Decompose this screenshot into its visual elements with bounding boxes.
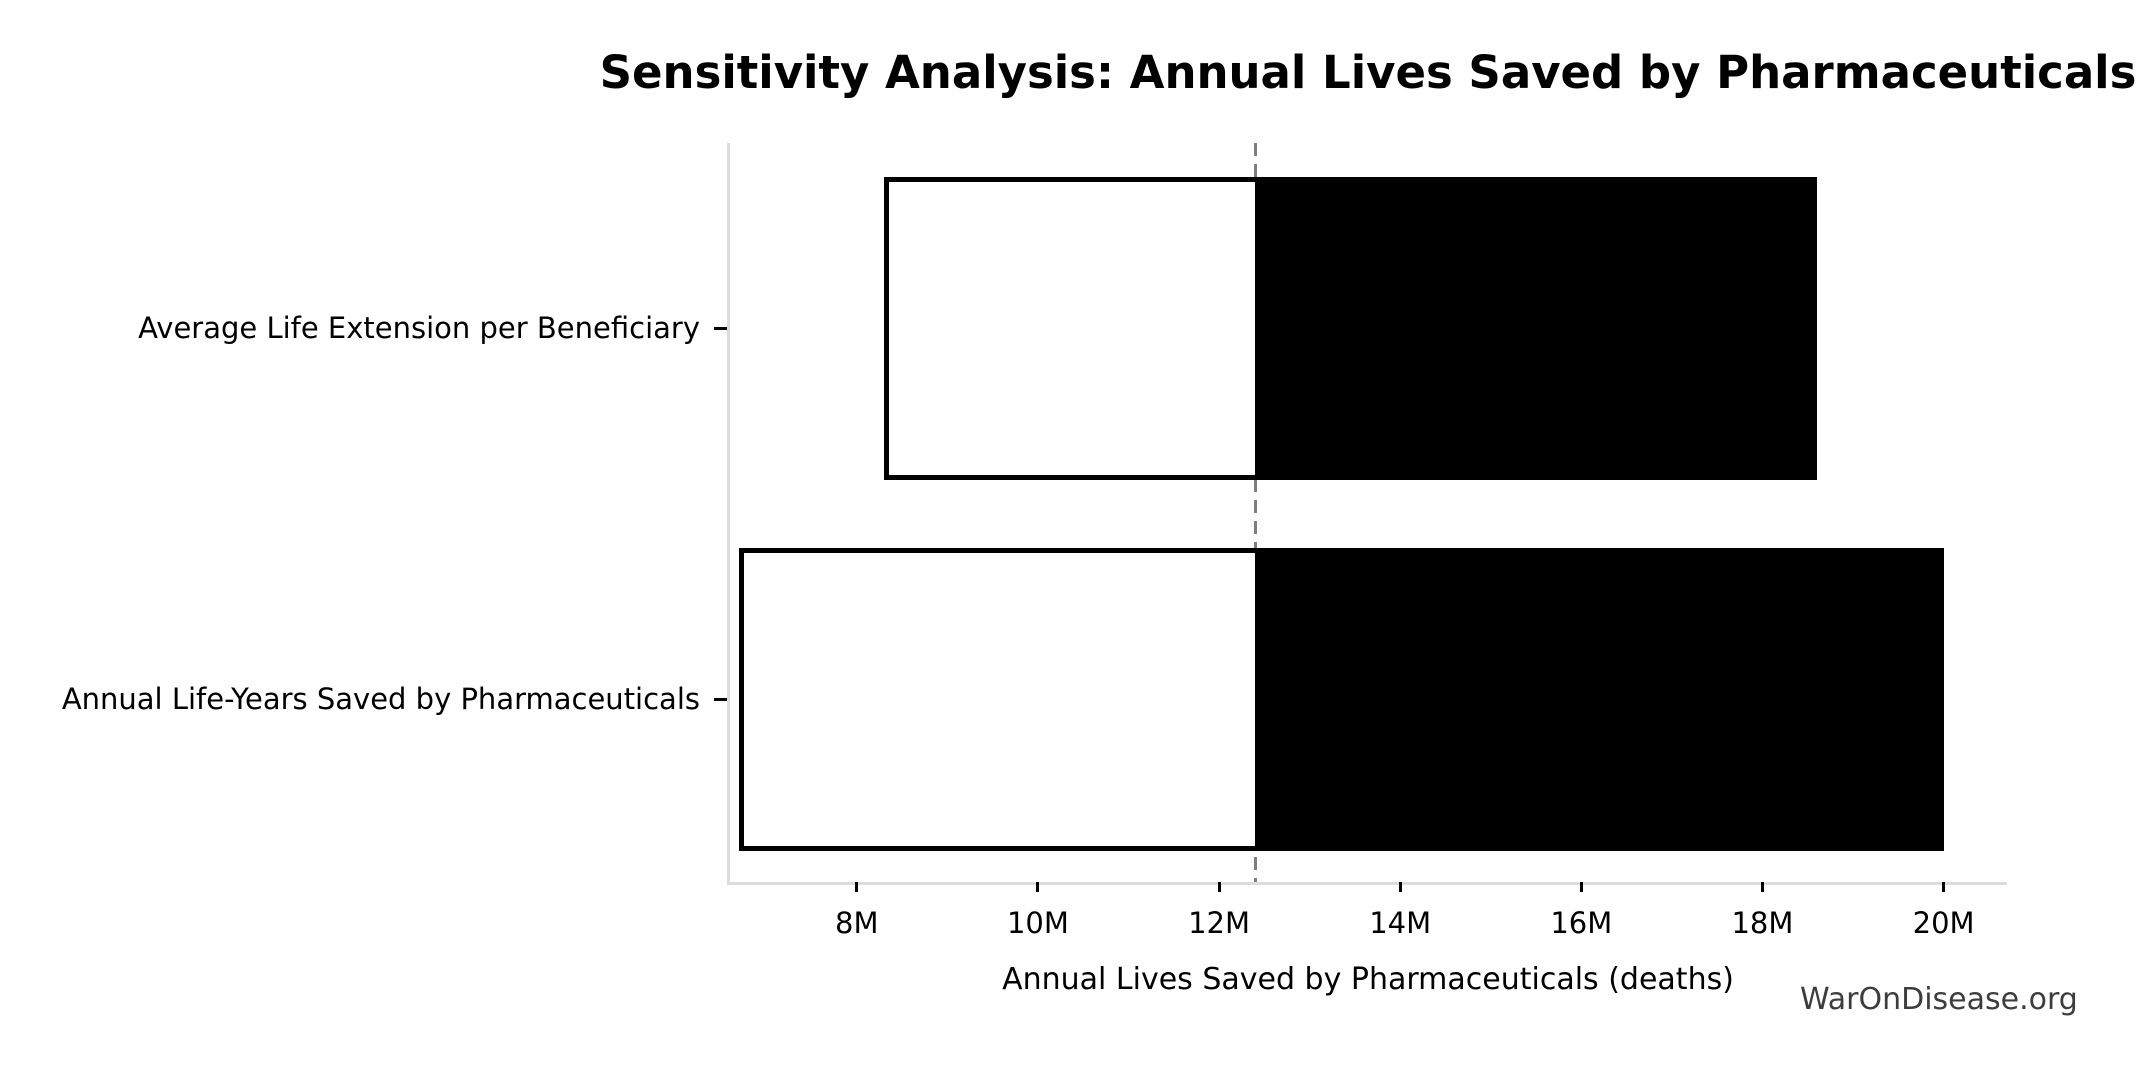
x-tick-mark xyxy=(1579,882,1583,892)
x-tick-label: 8M xyxy=(835,906,879,940)
bar-above-baseline-fill xyxy=(1255,547,1944,851)
watermark-text: WarOnDisease.org xyxy=(1800,982,2078,1017)
x-tick-label: 18M xyxy=(1731,906,1794,940)
bar-above-baseline-fill xyxy=(1255,176,1817,480)
x-tick-mark xyxy=(1217,882,1221,892)
x-tick-mark xyxy=(1942,882,1946,892)
x-tick-label: 12M xyxy=(1188,906,1251,940)
tornado-bar-2 xyxy=(739,547,1944,851)
x-tick-label: 10M xyxy=(1006,906,1069,940)
x-tick-label: 16M xyxy=(1550,906,1613,940)
x-tick-label: 14M xyxy=(1369,906,1432,940)
y-category-label: Annual Life-Years Saved by Pharmaceutica… xyxy=(61,682,700,717)
x-tick-mark xyxy=(855,882,859,892)
x-axis-label: Annual Lives Saved by Pharmaceuticals (d… xyxy=(1002,962,1734,997)
tornado-bar-1 xyxy=(883,176,1817,480)
x-tick-mark xyxy=(1036,882,1040,892)
chart-title: Sensitivity Analysis: Annual Lives Saved… xyxy=(599,46,2137,99)
x-tick-label: 20M xyxy=(1912,906,1975,940)
y-tick-mark xyxy=(714,697,727,701)
plot-area: 8M 10M 12M 14M 16M 18M 20M xyxy=(714,143,2007,940)
y-tick-mark xyxy=(714,326,727,330)
x-tick-mark xyxy=(1398,882,1402,892)
x-tick-mark xyxy=(1760,882,1764,892)
baseline-dashed-line xyxy=(1253,143,1257,882)
y-category-label: Average Life Extension per Beneficiary xyxy=(138,311,700,346)
plot-inner-layer: 8M 10M 12M 14M 16M 18M 20M xyxy=(714,143,2007,940)
